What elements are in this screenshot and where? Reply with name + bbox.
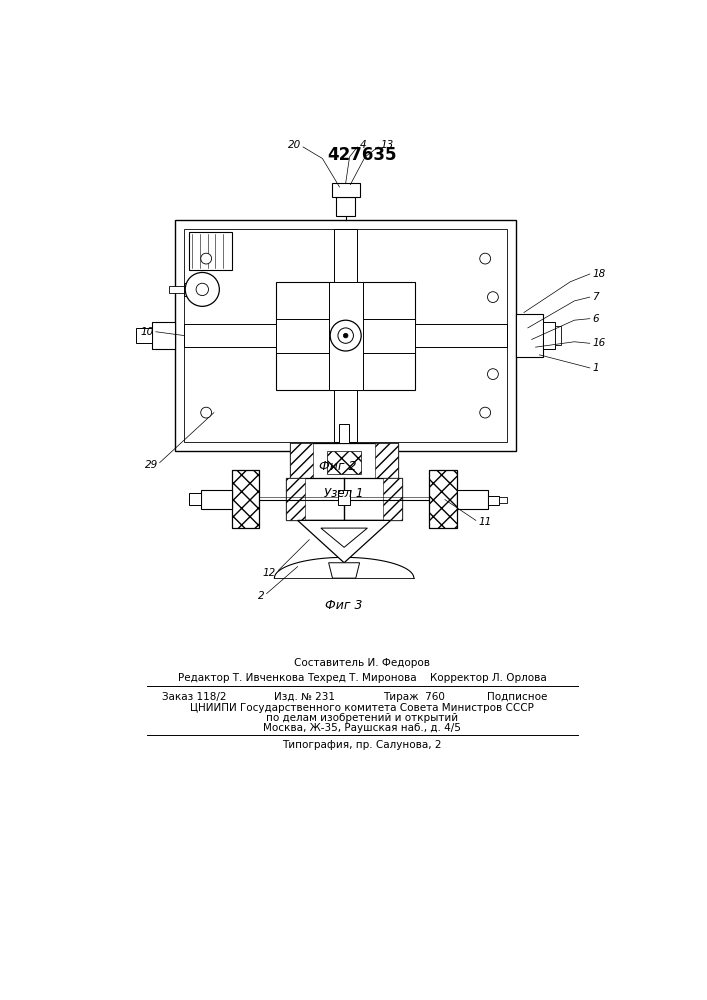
Text: 13: 13	[380, 140, 394, 150]
Text: Тираж  760: Тираж 760	[383, 692, 445, 702]
Bar	[290, 443, 313, 482]
Bar	[416, 324, 507, 347]
Circle shape	[185, 272, 219, 306]
Bar	[499, 497, 507, 503]
Text: 1: 1	[592, 363, 599, 373]
Circle shape	[480, 407, 491, 418]
Text: по делам изобретений и открытий: по делам изобретений и открытий	[266, 713, 458, 723]
Polygon shape	[329, 563, 360, 578]
Bar	[334, 389, 357, 442]
Bar	[429, 470, 457, 528]
Bar	[276, 319, 416, 353]
Bar	[276, 282, 416, 389]
Text: Узел 1: Узел 1	[325, 487, 364, 500]
Bar	[555, 326, 561, 345]
Text: ЦНИИПИ Государственного комитета Совета Министров СССР: ЦНИИПИ Государственного комитета Совета …	[190, 703, 534, 713]
Text: 6: 6	[592, 314, 599, 324]
Bar	[290, 443, 398, 482]
Bar	[339, 424, 349, 443]
Circle shape	[480, 253, 491, 264]
Text: 10: 10	[140, 327, 153, 337]
Bar	[185, 229, 507, 442]
Text: Корректор Л. Орлова: Корректор Л. Орлова	[431, 673, 547, 683]
Text: 427635: 427635	[327, 146, 397, 164]
Circle shape	[338, 328, 354, 343]
Circle shape	[196, 283, 209, 296]
Bar	[332, 183, 360, 197]
Bar	[429, 470, 457, 528]
Text: 7: 7	[592, 292, 599, 302]
Bar	[187, 328, 210, 343]
Circle shape	[488, 292, 498, 302]
Text: 29: 29	[145, 460, 158, 470]
Bar	[375, 443, 398, 482]
Text: 11: 11	[478, 517, 491, 527]
Text: 18: 18	[592, 269, 605, 279]
Text: 4: 4	[360, 140, 366, 150]
Bar	[338, 490, 351, 505]
Bar	[232, 470, 259, 528]
Bar	[152, 322, 175, 349]
Text: Составитель И. Федоров: Составитель И. Федоров	[294, 658, 430, 668]
Bar	[327, 451, 361, 474]
Bar	[232, 470, 259, 528]
Text: 16: 16	[592, 338, 605, 348]
Text: 20: 20	[288, 140, 300, 150]
Text: Техред Т. Миронова: Техред Т. Миронова	[307, 673, 416, 683]
Polygon shape	[298, 520, 391, 563]
Bar	[516, 314, 543, 357]
Text: 2: 2	[257, 591, 264, 601]
Bar	[334, 229, 357, 237]
Bar	[185, 324, 276, 347]
Bar	[329, 282, 363, 389]
Circle shape	[201, 407, 211, 418]
Text: Типография, пр. Салунова, 2: Типография, пр. Салунова, 2	[282, 740, 442, 750]
Text: Редактор Т. Ивченкова: Редактор Т. Ивченкова	[177, 673, 304, 683]
Bar	[136, 328, 152, 343]
Text: Заказ 118/2: Заказ 118/2	[162, 692, 226, 702]
Bar	[286, 478, 305, 520]
Text: Подписное: Подписное	[487, 692, 547, 702]
Bar	[185, 283, 201, 296]
Bar	[488, 496, 499, 505]
Text: Изд. № 231: Изд. № 231	[274, 692, 335, 702]
Circle shape	[344, 333, 348, 338]
Bar	[457, 490, 488, 509]
Circle shape	[201, 253, 211, 264]
Circle shape	[330, 320, 361, 351]
Bar	[189, 493, 201, 505]
Circle shape	[488, 369, 498, 379]
Text: Фиг 3: Фиг 3	[325, 599, 363, 612]
Bar	[189, 232, 232, 270]
Bar	[334, 229, 357, 282]
Bar	[543, 322, 555, 349]
Text: Фиг 2: Фиг 2	[319, 460, 356, 473]
Text: Москва, Ж-35, Раушская наб., д. 4/5: Москва, Ж-35, Раушская наб., д. 4/5	[263, 723, 461, 733]
Polygon shape	[321, 528, 368, 547]
Bar	[286, 478, 402, 520]
Bar	[175, 220, 516, 451]
Bar	[383, 478, 402, 520]
Text: 12: 12	[263, 568, 276, 578]
Bar	[337, 197, 355, 216]
Bar	[169, 286, 185, 293]
Bar	[201, 490, 232, 509]
